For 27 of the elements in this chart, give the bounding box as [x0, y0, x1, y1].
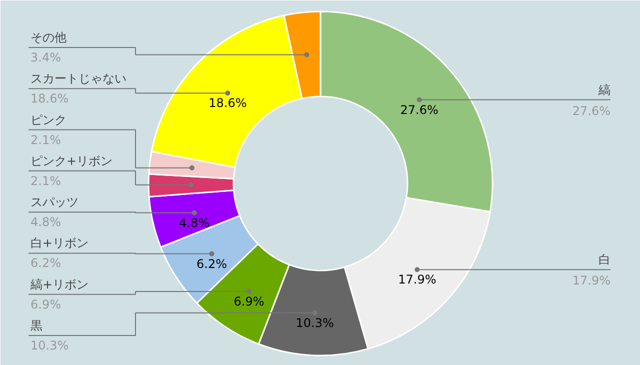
text: 6.9%	[30, 297, 61, 312]
slice-label: スカートじゃない	[30, 72, 126, 86]
data-label: 17.9%	[398, 272, 436, 287]
slice-label: 白	[598, 252, 610, 267]
text: 10.3%	[30, 338, 69, 352]
slice-label: 黒	[30, 318, 42, 332]
slice-label: 縞+リボン	[30, 277, 89, 292]
data-label: 6.9%	[234, 294, 264, 308]
data-label: 27.6%	[400, 102, 438, 117]
data-label: 2.1%	[30, 132, 61, 147]
data-label: 10.3%	[296, 316, 334, 330]
text: 18.6%	[30, 92, 69, 106]
text: 17.9%	[572, 274, 611, 288]
slice-label: ピンク+リボン	[30, 154, 113, 168]
slice-label: 白+リボン	[30, 236, 89, 250]
text: 27.6%	[572, 104, 611, 118]
data-label: 3.4%	[30, 50, 61, 64]
slice-label: スパッツ	[30, 195, 78, 210]
text: 4.8%	[30, 215, 61, 230]
data-label: 4.8%	[179, 216, 210, 230]
text: 6.2%	[30, 256, 61, 270]
data-label: 2.1%	[30, 174, 61, 188]
data-label: 6.2%	[196, 256, 228, 271]
slice-label: 縞	[598, 82, 610, 97]
slice-label: ピンク	[30, 112, 66, 127]
slice-label: その他	[30, 30, 66, 44]
data-label: 18.6%	[208, 96, 247, 110]
